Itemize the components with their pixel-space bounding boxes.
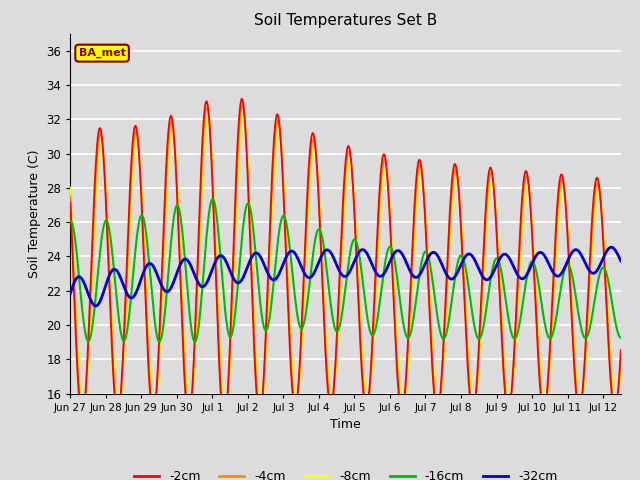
Y-axis label: Soil Temperature (C): Soil Temperature (C)	[28, 149, 41, 278]
X-axis label: Time: Time	[330, 418, 361, 431]
Legend: -2cm, -4cm, -8cm, -16cm, -32cm: -2cm, -4cm, -8cm, -16cm, -32cm	[129, 465, 563, 480]
Title: Soil Temperatures Set B: Soil Temperatures Set B	[254, 13, 437, 28]
Text: BA_met: BA_met	[79, 48, 125, 58]
